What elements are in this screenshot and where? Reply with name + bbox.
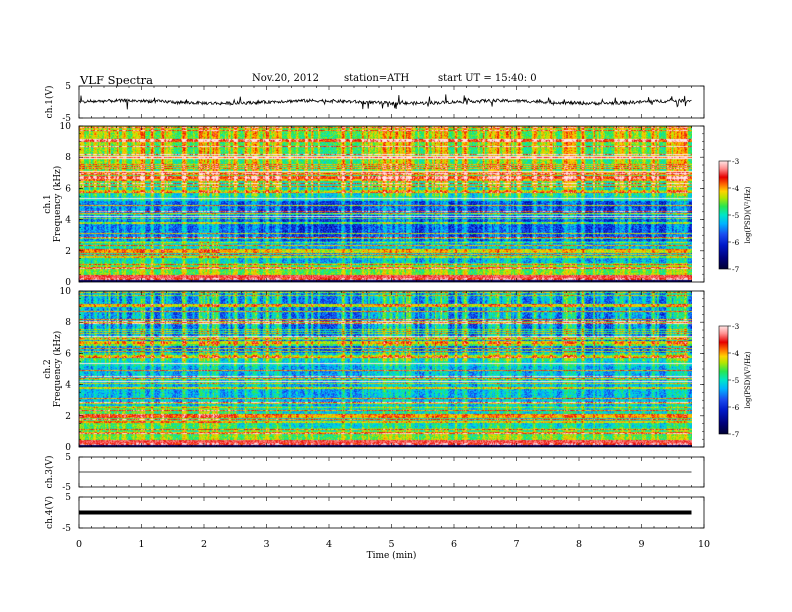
ch1-spectrogram-image <box>79 126 692 282</box>
x-tick-label: 1 <box>138 539 144 550</box>
y-tick-label: -5 <box>62 114 71 124</box>
x-tick-label: 4 <box>326 539 332 550</box>
x-tick-label: 5 <box>388 539 394 550</box>
y-tick-label: -5 <box>62 524 71 534</box>
colorbar-tick-label: -7 <box>732 265 740 274</box>
colorbar-tick-label: -4 <box>732 184 740 193</box>
y-tick-label: 4 <box>65 381 71 391</box>
x-tick-label: 8 <box>576 539 582 550</box>
colorbar-tick-label: -3 <box>732 157 740 166</box>
colorbar-label: log(PSD)(V²/Hz) <box>744 351 752 408</box>
colorbar-tick-label: -5 <box>732 376 740 385</box>
x-tick-label: 6 <box>451 539 457 550</box>
y-tick-label: 5 <box>65 493 71 503</box>
colorbar-ch2 <box>718 325 729 435</box>
x-tick-label: 10 <box>698 539 710 550</box>
y-tick-label: 2 <box>65 247 71 257</box>
y-tick-label: 5 <box>65 82 71 92</box>
y-tick-label: 5 <box>65 453 71 463</box>
colorbar-tick-label: -6 <box>732 238 740 247</box>
colorbar-label: log(PSD)(V²/Hz) <box>744 186 752 243</box>
colorbar-tick-label: -3 <box>732 322 740 331</box>
ch1-waveform-trace <box>78 94 692 110</box>
x-tick-label: 2 <box>201 539 207 550</box>
panel-3-frequency-label: Frequency (kHz) <box>52 331 63 408</box>
y-tick-label: -5 <box>62 483 71 493</box>
panel-4-ylabel: ch.3(V) <box>44 456 55 489</box>
x-tick-label: 0 <box>76 539 82 550</box>
station-label: station=ATH <box>344 73 410 84</box>
chart-title: VLF Spectra <box>80 73 154 87</box>
y-tick-label: 10 <box>60 122 72 132</box>
colorbar-ch1 <box>718 160 729 270</box>
y-tick-label: 8 <box>65 318 71 328</box>
y-tick-label: 6 <box>65 184 71 194</box>
panel-2-channel-label: ch.1 <box>43 194 53 213</box>
y-tick-label: 0 <box>65 278 71 288</box>
x-tick-label: 7 <box>513 539 519 550</box>
y-tick-label: 6 <box>65 349 71 359</box>
colorbar-tick-label: -4 <box>732 349 740 358</box>
panel-1-ylabel: ch.1(V) <box>44 86 55 119</box>
y-tick-label: 4 <box>65 216 71 226</box>
y-tick-label: 8 <box>65 153 71 163</box>
panel-5-ylabel: ch.4(V) <box>44 496 55 529</box>
y-tick-label: 0 <box>65 443 71 453</box>
colorbar-tick-label: -7 <box>732 430 740 439</box>
colorbar-tick-label: -6 <box>732 403 740 412</box>
panel-3-channel-label: ch.2 <box>43 359 53 378</box>
start-time-label: start UT = 15:40: 0 <box>438 73 537 84</box>
date-label: Nov.20, 2012 <box>252 73 319 84</box>
x-tick-label: 9 <box>638 539 644 550</box>
x-axis-label: Time (min) <box>367 550 417 561</box>
colorbar-tick-label: -5 <box>732 211 740 220</box>
y-tick-label: 2 <box>65 412 71 422</box>
x-tick-label: 3 <box>263 539 269 550</box>
panel-2-frequency-label: Frequency (kHz) <box>52 166 63 243</box>
ch2-spectrogram-image <box>79 291 692 447</box>
y-tick-label: 10 <box>60 287 72 297</box>
